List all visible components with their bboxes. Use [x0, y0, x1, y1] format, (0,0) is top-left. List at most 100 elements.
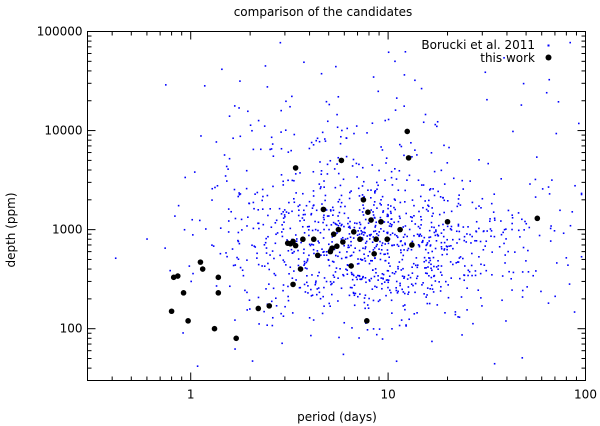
- borucki-point: [309, 244, 312, 247]
- borucki-point: [475, 220, 478, 223]
- borucki-point: [264, 65, 267, 67]
- borucki-point: [310, 213, 312, 216]
- legend-label-borucki: Borucki et al. 2011: [421, 38, 535, 52]
- borucki-point: [312, 144, 315, 146]
- borucki-point: [416, 154, 418, 156]
- borucki-point: [426, 272, 428, 275]
- borucki-point: [438, 281, 440, 283]
- borucki-point: [397, 189, 400, 192]
- borucki-point: [265, 237, 267, 240]
- borucki-point: [237, 239, 239, 242]
- borucki-point: [346, 251, 348, 253]
- this-work-point: [292, 242, 299, 249]
- borucki-point: [318, 183, 321, 185]
- borucki-point: [360, 259, 363, 261]
- borucki-point: [469, 180, 472, 182]
- borucki-point: [426, 302, 429, 305]
- borucki-point: [404, 189, 406, 192]
- borucki-point: [287, 179, 289, 182]
- this-work-point: [397, 226, 403, 233]
- borucki-point: [308, 200, 311, 203]
- borucki-point: [338, 222, 341, 225]
- borucki-point: [439, 290, 442, 292]
- borucki-point: [422, 282, 424, 284]
- borucki-point: [450, 277, 453, 279]
- borucki-point: [238, 192, 240, 194]
- borucki-point: [427, 205, 430, 208]
- borucki-point: [294, 173, 297, 175]
- borucki-point: [435, 229, 437, 231]
- borucki-point: [398, 324, 401, 327]
- borucki-point: [114, 257, 117, 260]
- borucki-point: [284, 215, 286, 218]
- borucki-point: [371, 288, 374, 290]
- borucki-point: [335, 223, 337, 226]
- borucki-point: [485, 240, 488, 243]
- this-work-point: [368, 217, 374, 223]
- borucki-point: [569, 41, 571, 44]
- borucki-point: [325, 250, 328, 253]
- borucki-point: [363, 195, 365, 198]
- borucki-point: [311, 274, 313, 276]
- borucki-point: [380, 199, 382, 201]
- borucki-point: [328, 264, 331, 267]
- borucki-point: [285, 100, 287, 103]
- borucki-point: [418, 245, 421, 248]
- borucki-point: [333, 261, 335, 263]
- borucki-point: [393, 244, 395, 246]
- borucki-point: [361, 166, 364, 169]
- borucki-point: [283, 214, 286, 216]
- borucki-point: [377, 90, 380, 93]
- borucki-point: [298, 204, 301, 206]
- borucki-point: [293, 197, 295, 200]
- borucki-point: [344, 238, 347, 240]
- borucki-point: [395, 178, 398, 180]
- borucki-point: [237, 231, 240, 234]
- this-work-point: [340, 239, 346, 245]
- this-work-point: [185, 318, 191, 324]
- borucki-point: [340, 257, 343, 260]
- borucki-point: [508, 270, 510, 273]
- borucki-point: [458, 194, 460, 196]
- borucki-point: [359, 258, 362, 260]
- borucki-point: [387, 118, 390, 121]
- borucki-point: [391, 232, 394, 235]
- borucki-point: [307, 285, 309, 287]
- borucki-point: [399, 249, 402, 251]
- borucki-point: [449, 261, 452, 263]
- borucki-point: [471, 252, 473, 255]
- this-work-point: [310, 236, 317, 243]
- borucki-point: [334, 254, 337, 257]
- borucki-point: [528, 226, 531, 229]
- borucki-point: [376, 243, 378, 246]
- borucki-point: [431, 215, 433, 217]
- borucki-point: [478, 159, 480, 161]
- borucki-point: [470, 242, 472, 244]
- borucki-point: [567, 264, 569, 266]
- borucki-point: [372, 230, 375, 233]
- borucki-point: [316, 288, 319, 290]
- borucki-point: [308, 147, 311, 150]
- borucki-point: [420, 87, 423, 90]
- borucki-point: [492, 211, 495, 213]
- borucki-point: [433, 226, 435, 229]
- this-work-point: [409, 242, 415, 248]
- borucki-point: [257, 296, 260, 299]
- borucki-point: [377, 234, 380, 237]
- borucki-point: [322, 221, 324, 224]
- borucki-point: [400, 319, 403, 321]
- borucki-point: [493, 193, 496, 195]
- borucki-point: [343, 321, 346, 324]
- borucki-point: [346, 237, 349, 240]
- borucki-point: [424, 200, 426, 202]
- borucki-point: [428, 261, 430, 264]
- borucki-point: [351, 286, 353, 289]
- borucki-point: [447, 296, 450, 299]
- borucki-point: [291, 95, 293, 98]
- this-work-point: [197, 259, 204, 265]
- borucki-point: [471, 201, 474, 204]
- borucki-point: [397, 290, 399, 293]
- borucki-point: [267, 214, 269, 217]
- borucki-point: [342, 274, 345, 277]
- borucki-point: [408, 174, 411, 177]
